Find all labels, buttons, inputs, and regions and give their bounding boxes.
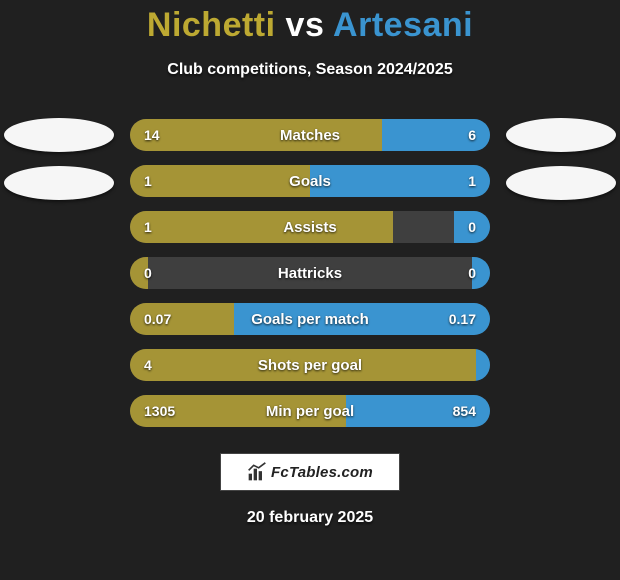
bar-left	[130, 395, 346, 427]
stat-row: Goals11	[130, 165, 490, 197]
stat-row: Goals per match0.070.17	[130, 303, 490, 335]
bar-right	[346, 395, 490, 427]
stat-row: Min per goal1305854	[130, 395, 490, 427]
bar-right	[454, 211, 490, 243]
logo-text: FcTables.com	[271, 464, 373, 481]
title: Nichetti vs Artesani	[0, 0, 620, 45]
stats-list: Matches146 Goals11 Assists10 Hattricks00 Goa…	[130, 119, 490, 427]
badge-placeholder-icon	[506, 166, 616, 200]
title-player2: Artesani	[333, 6, 473, 44]
stat-row: Matches146	[130, 119, 490, 151]
bar-left	[130, 303, 234, 335]
bar-right	[472, 257, 490, 289]
badges-left	[4, 118, 114, 214]
badges-right	[506, 118, 616, 214]
bar-right	[234, 303, 490, 335]
bar-right	[476, 349, 490, 381]
comparison-widget: Nichetti vs Artesani Club competitions, …	[0, 0, 620, 580]
stat-row: Shots per goal4	[130, 349, 490, 381]
badge-placeholder-icon	[4, 166, 114, 200]
bar-right	[310, 165, 490, 197]
badge-placeholder-icon	[506, 118, 616, 152]
source-logo: FcTables.com	[220, 453, 400, 491]
bar-left	[130, 349, 476, 381]
bar-left	[130, 257, 148, 289]
stat-row: Hattricks00	[130, 257, 490, 289]
date: 20 february 2025	[0, 509, 620, 527]
bar-left	[130, 211, 393, 243]
badge-placeholder-icon	[4, 118, 114, 152]
title-vs: vs	[286, 6, 325, 44]
chart-icon	[247, 462, 267, 482]
bar-right	[382, 119, 490, 151]
title-player1: Nichetti	[147, 6, 276, 44]
bar-left	[130, 119, 382, 151]
bar-left	[130, 165, 310, 197]
stat-row: Assists10	[130, 211, 490, 243]
subtitle: Club competitions, Season 2024/2025	[0, 61, 620, 79]
